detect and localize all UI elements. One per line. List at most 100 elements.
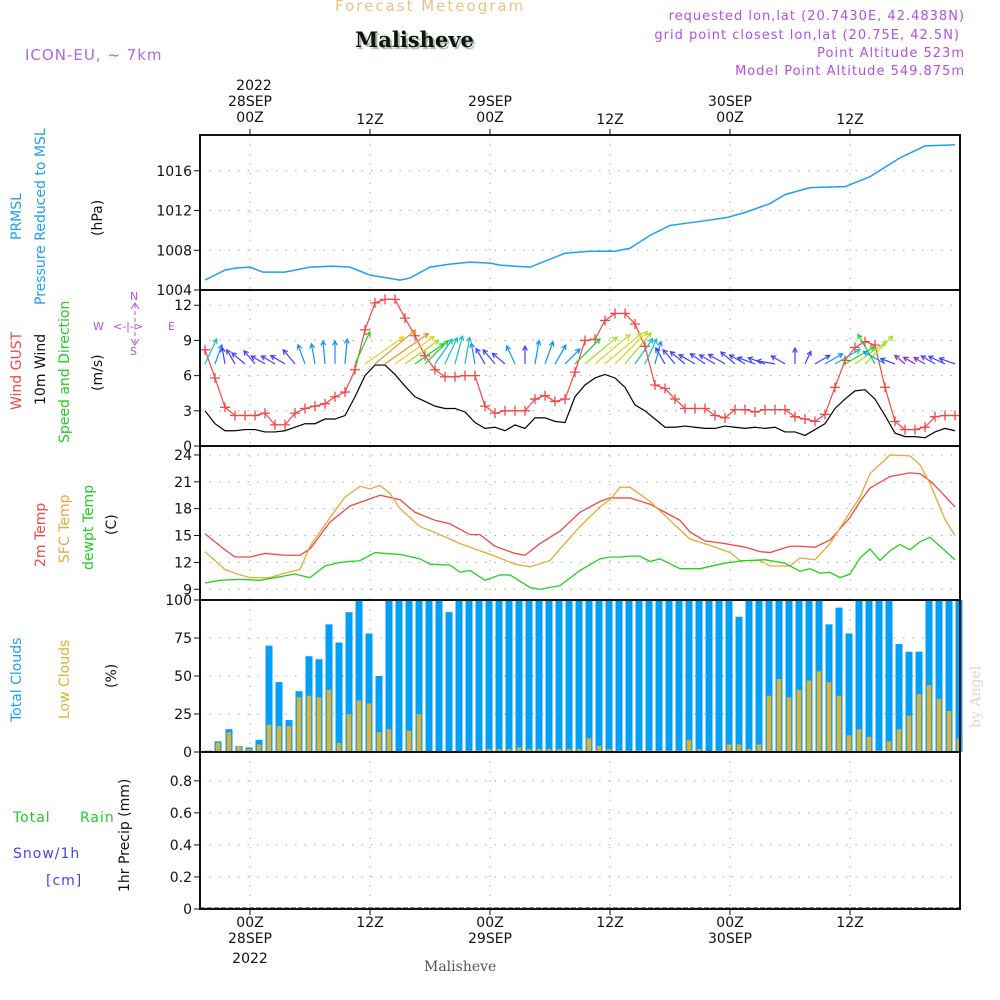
total-clouds-bar bbox=[655, 600, 663, 752]
temp-sfc-line bbox=[204, 454, 956, 579]
compass-ns-icon bbox=[130, 302, 140, 346]
wind-direction-arrow-icon bbox=[920, 355, 936, 365]
total-clouds-bar bbox=[505, 600, 513, 752]
low-clouds-bar bbox=[346, 714, 352, 752]
wind-gust-marker bbox=[370, 297, 380, 308]
total-clouds-bar bbox=[595, 600, 603, 752]
top-axis-tick-label: 12Z bbox=[340, 112, 400, 128]
wind-gust-marker bbox=[700, 403, 710, 414]
low-clouds-bar bbox=[496, 748, 502, 752]
low-clouds-bar bbox=[776, 679, 782, 752]
wind-gust-marker bbox=[610, 308, 620, 319]
wind-direction-arrow-icon bbox=[564, 348, 581, 365]
wind-direction-arrow-icon bbox=[491, 352, 506, 365]
wind-gust-marker bbox=[540, 390, 550, 401]
low-clouds-bar bbox=[816, 671, 822, 752]
bottom-axis-hour: 12Z bbox=[356, 915, 384, 931]
wind-gust-marker bbox=[890, 416, 900, 427]
total-clouds-bar bbox=[735, 616, 743, 752]
wind-gust-marker bbox=[380, 294, 390, 305]
top-axis-tick-label: 12Z bbox=[820, 112, 880, 128]
pressure-line bbox=[204, 144, 956, 281]
low-clouds-bar bbox=[846, 735, 852, 752]
total-clouds-bar bbox=[575, 600, 583, 752]
wind-gust-marker bbox=[850, 342, 860, 353]
wind-direction-arrow-icon bbox=[689, 352, 706, 365]
bottom-axis-date: 29SEP bbox=[468, 931, 512, 947]
wind-gust-marker bbox=[900, 424, 910, 435]
low-clouds-bar bbox=[586, 738, 592, 752]
total-clouds-bar bbox=[855, 600, 863, 752]
wind-direction-arrow-icon bbox=[296, 343, 306, 365]
bottom-axis-tick-label: 00Z 30SEP bbox=[700, 915, 760, 947]
wind-direction-arrow-icon bbox=[804, 350, 812, 365]
y-tick-label: 1008 bbox=[156, 243, 192, 259]
low-clouds-bar bbox=[215, 742, 221, 752]
snow-label: Snow/1h bbox=[13, 846, 81, 862]
total-clouds-bar bbox=[415, 600, 423, 752]
wind-direction-arrow-icon bbox=[364, 336, 405, 365]
wind-gust-marker bbox=[400, 313, 410, 324]
wind-gust-line bbox=[204, 298, 955, 431]
total-clouds-bar bbox=[875, 600, 883, 752]
top-axis-hour: 00Z bbox=[716, 110, 744, 126]
wind-direction-arrow-icon bbox=[604, 332, 643, 365]
low-clouds-bar bbox=[556, 748, 562, 752]
wind-gust-marker bbox=[920, 422, 930, 433]
bottom-axis-tick-label: 00Z 28SEP bbox=[220, 915, 280, 947]
wind-direction-arrow-icon bbox=[230, 352, 246, 365]
low-clouds-bar bbox=[366, 703, 372, 752]
wind-gust-marker bbox=[210, 372, 220, 383]
y-tick-label: 9 bbox=[183, 582, 192, 598]
total-clouds-bar bbox=[845, 633, 853, 752]
y-tick-label: 0.6 bbox=[170, 806, 192, 822]
wind-direction-arrow-icon bbox=[394, 335, 436, 365]
total-clouds-bar bbox=[325, 624, 333, 752]
wind-direction-arrow-icon bbox=[728, 354, 746, 365]
total-clouds-bar bbox=[715, 600, 723, 752]
total-clouds-bar bbox=[615, 600, 623, 752]
low-clouds-bar bbox=[326, 689, 332, 752]
total-clouds-bar bbox=[885, 600, 893, 752]
total-clouds-bar bbox=[495, 600, 503, 752]
total-clouds-bar bbox=[725, 600, 733, 752]
wind-direction-arrow-icon bbox=[677, 354, 696, 365]
low-clouds-bar bbox=[756, 744, 762, 752]
wind-gust-marker bbox=[430, 364, 440, 375]
wind-direction-arrow-icon bbox=[454, 334, 465, 365]
y-tick-label: 25 bbox=[174, 707, 192, 723]
low-clouds-bar bbox=[946, 710, 952, 752]
low-clouds-bar bbox=[406, 730, 412, 752]
wind-direction-arrow-icon bbox=[834, 348, 862, 365]
compass-arrows-icon: <-|-> bbox=[113, 320, 144, 333]
total-clouds-bar bbox=[405, 600, 413, 752]
total-rain-label-total: Total bbox=[13, 810, 51, 826]
wind-gust-marker bbox=[940, 410, 950, 421]
low-clouds-bar bbox=[886, 741, 892, 752]
wind-gust-marker bbox=[670, 394, 680, 405]
wind-direction-arrow-icon bbox=[770, 355, 786, 365]
wind-gust-marker bbox=[310, 401, 320, 412]
total-clouds-bar bbox=[385, 600, 393, 752]
total-clouds-bar bbox=[545, 600, 553, 752]
wind-direction-arrow-icon bbox=[404, 339, 440, 365]
compass-n: N bbox=[130, 290, 139, 303]
wind-direction-arrow-icon bbox=[384, 332, 430, 365]
total-clouds-bar bbox=[835, 607, 843, 752]
wind-gust-marker bbox=[340, 387, 350, 398]
wind-gust-marker bbox=[360, 324, 370, 335]
wind-gust-marker bbox=[420, 350, 430, 361]
temp-dewpt-line bbox=[204, 536, 956, 590]
wind-gust-marker bbox=[740, 404, 750, 415]
top-axis-year: 2022 bbox=[236, 78, 272, 94]
wind-gust-marker bbox=[330, 391, 340, 402]
wind-gust-marker bbox=[750, 406, 760, 417]
wind-gust-marker bbox=[510, 405, 520, 416]
location-title: Malisheve bbox=[355, 27, 474, 52]
wind-direction-arrow-icon bbox=[862, 350, 886, 365]
wind-direction-arrow-icon bbox=[614, 330, 649, 365]
bottom-axis-tick-label: 00Z 29SEP bbox=[460, 915, 520, 947]
wind-direction-arrow-icon bbox=[374, 329, 417, 365]
low-clouds-bar bbox=[236, 745, 242, 752]
